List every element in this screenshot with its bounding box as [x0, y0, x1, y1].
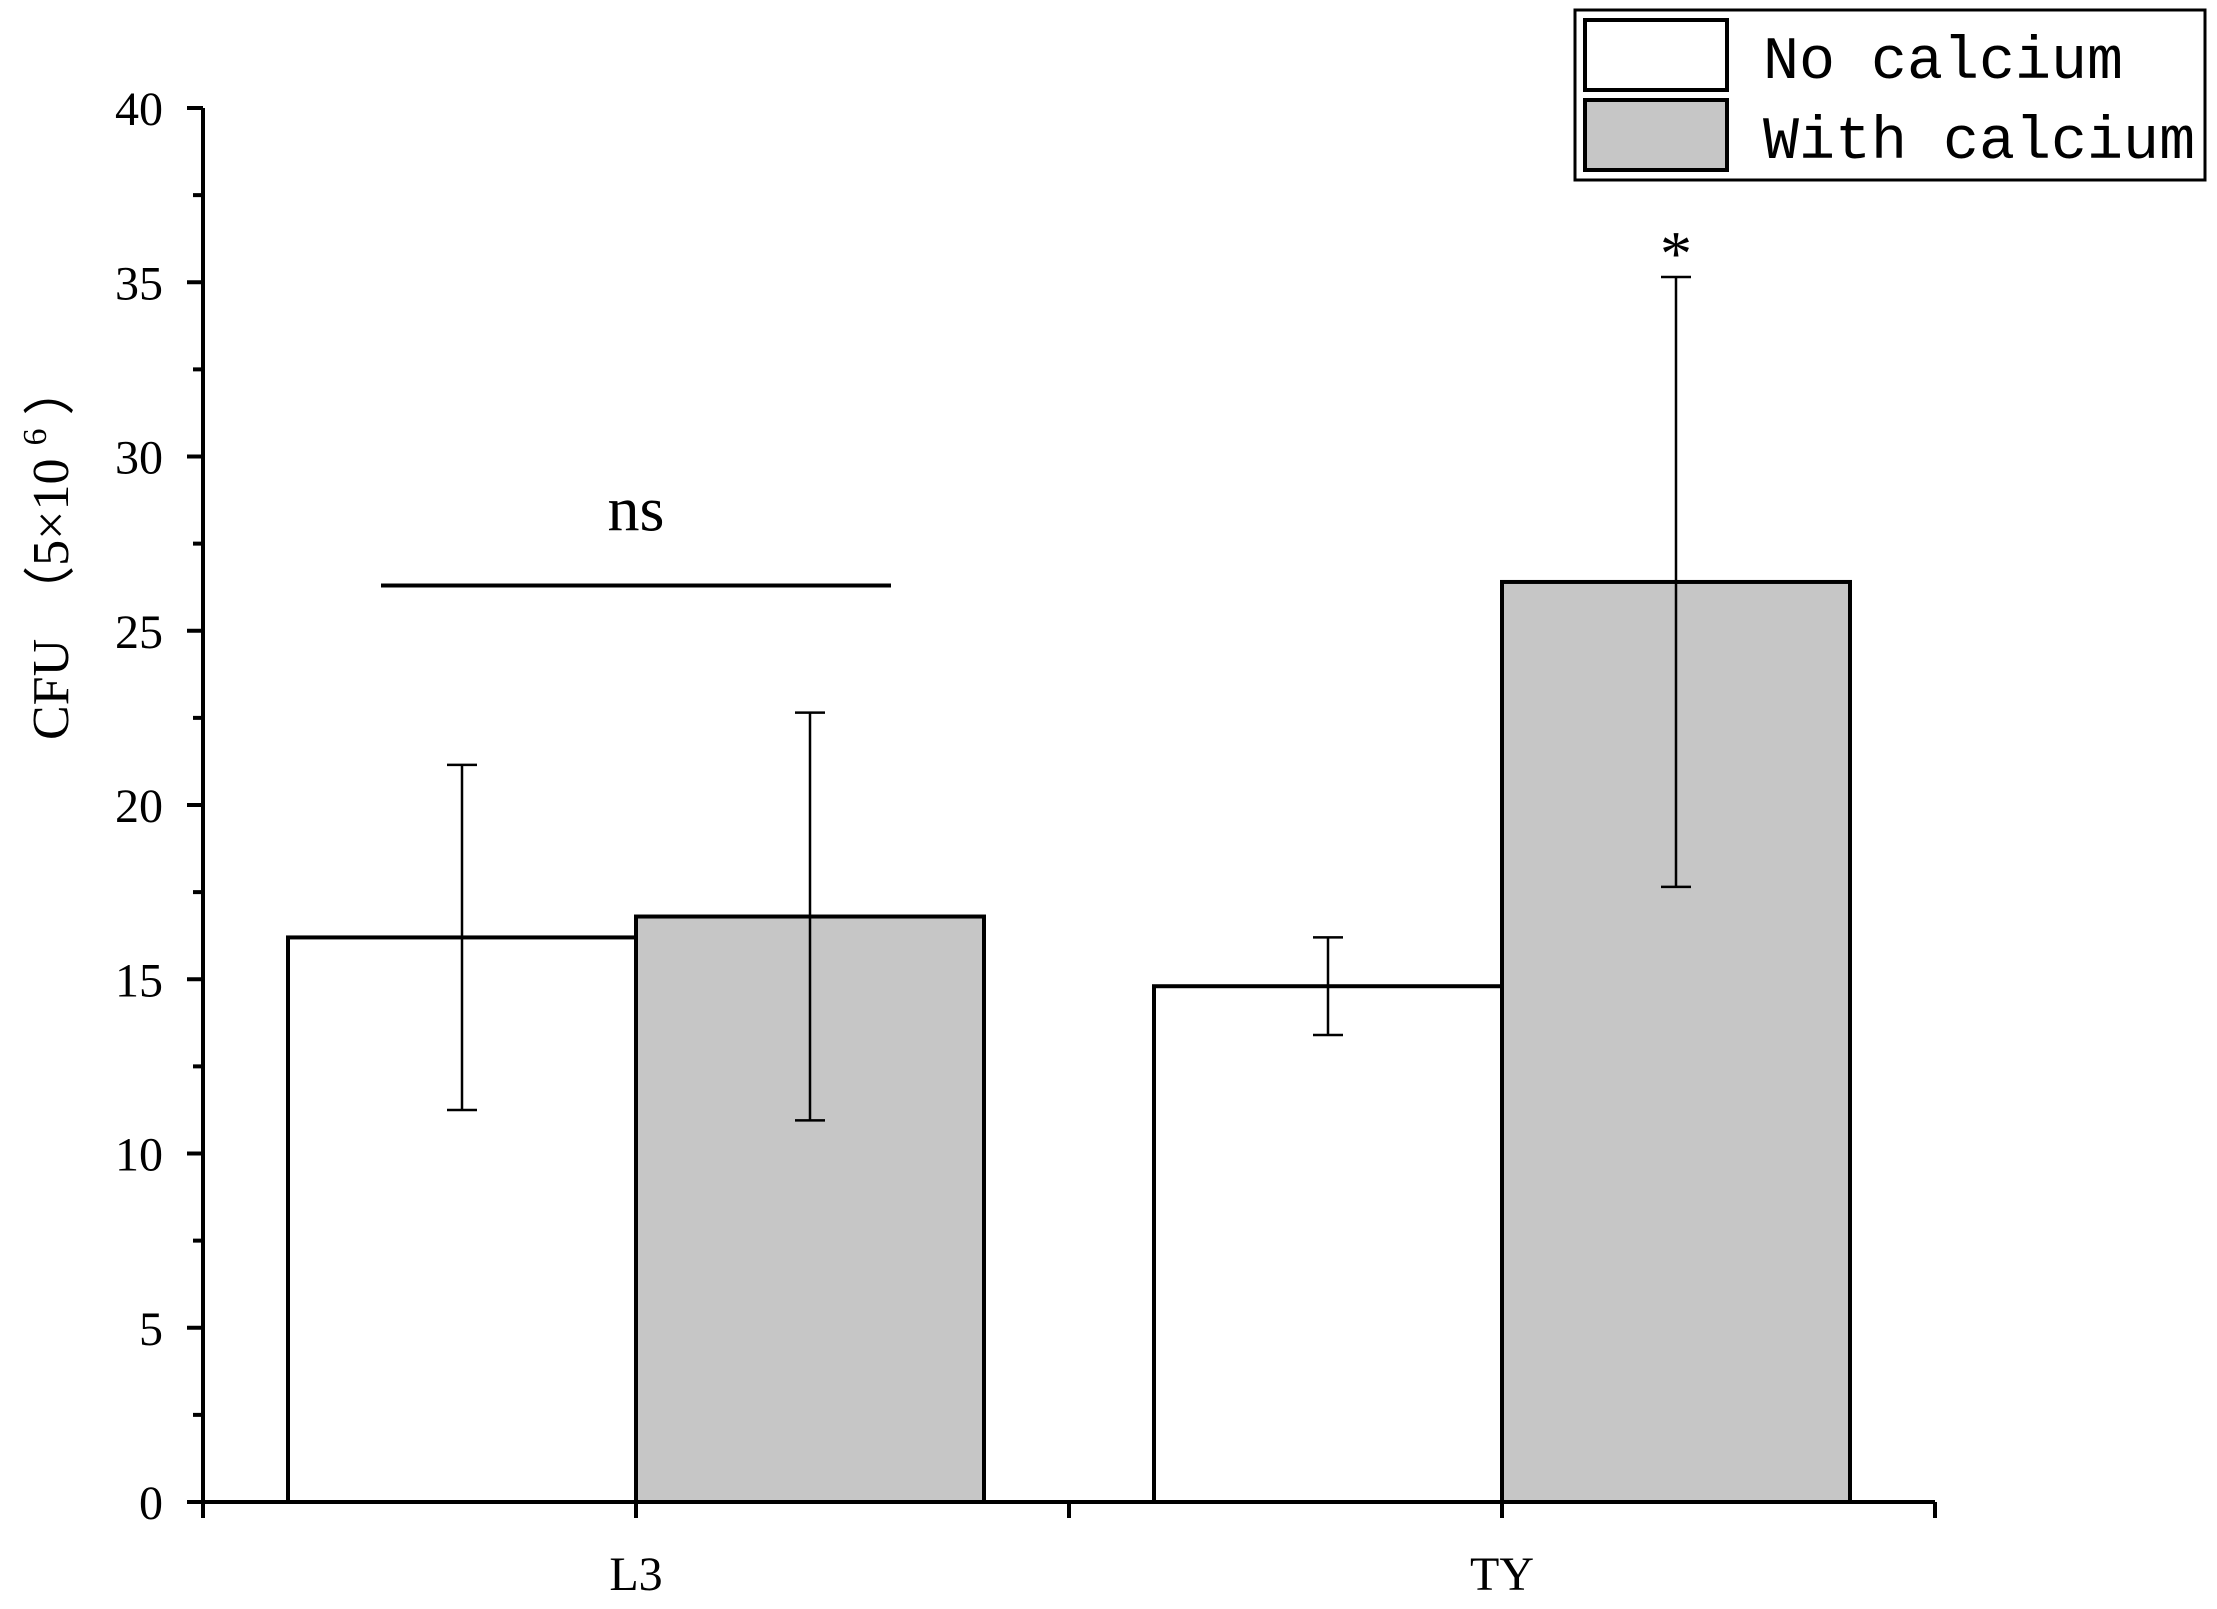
bars	[286, 579, 1852, 1504]
error-bars	[447, 275, 1691, 1122]
y-tick-label: 40	[115, 83, 163, 136]
error-bar-ty-no-calcium	[1313, 936, 1343, 1037]
y-axis-label: CFU （5×10 6 ）	[1, 364, 80, 741]
x-axis: L3 TY	[201, 1500, 1937, 1601]
error-bar-l3-no-calcium	[447, 763, 477, 1112]
legend-label-with-calcium: With calcium	[1763, 109, 2195, 177]
legend-swatch-with-calcium	[1583, 98, 1729, 172]
y-tick-label: 35	[115, 257, 163, 310]
y-tick-label: 10	[115, 1129, 163, 1182]
x-tick-label-l3: L3	[609, 1548, 662, 1601]
y-tick-label: 15	[115, 954, 163, 1007]
significance-star-annotation: *	[1660, 218, 1692, 289]
y-tick-label: 20	[115, 780, 163, 833]
ns-annotation: ns	[608, 473, 665, 544]
y-axis-label-exponent: 6	[17, 429, 54, 446]
legend-label-no-calcium: No calcium	[1763, 29, 2123, 97]
bar-ty-no-calcium	[1152, 984, 1504, 1504]
error-bar-l3-with-calcium	[795, 711, 825, 1122]
x-tick-label-ty: TY	[1470, 1548, 1534, 1601]
y-tick-label: 25	[115, 606, 163, 659]
y-tick-label: 0	[139, 1477, 163, 1530]
legend-swatch-no-calcium	[1583, 18, 1729, 92]
legend: No calcium With calcium	[1573, 8, 2207, 182]
y-tick-label: 5	[139, 1303, 163, 1356]
y-axis-label-main: CFU	[23, 639, 80, 740]
y-axis: 0 5 10 15 20 25 30 35 40	[115, 83, 205, 1530]
y-axis-label-unit: （5×10	[23, 459, 80, 618]
error-bar-ty-with-calcium	[1661, 275, 1691, 889]
y-axis-label-unit-close: ）	[23, 364, 80, 416]
y-tick-label: 30	[115, 432, 163, 485]
annotations: ns *	[381, 218, 1692, 588]
